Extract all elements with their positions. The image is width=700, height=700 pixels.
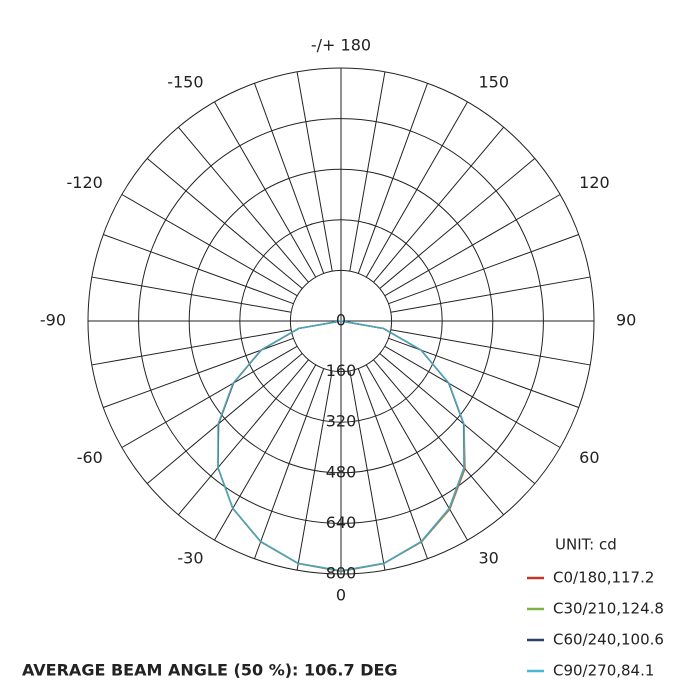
series-group — [217, 320, 466, 573]
spoke — [357, 83, 429, 274]
theta-tick-label: -60 — [77, 448, 103, 467]
theta-tick-label: 60 — [579, 448, 599, 467]
spoke — [214, 364, 317, 541]
spoke — [214, 101, 317, 278]
theta-tick-label: -/+ 180 — [311, 36, 371, 55]
spoke — [177, 359, 309, 516]
spoke — [296, 71, 333, 272]
spoke — [384, 194, 561, 297]
theta-tick-label: -120 — [67, 173, 103, 192]
legend-label: C60/240,100.6 — [553, 631, 664, 649]
series-line — [217, 320, 465, 572]
r-tick-label: 480 — [326, 462, 357, 481]
spoke — [384, 345, 561, 448]
theta-tick-label: -30 — [177, 549, 203, 568]
spoke — [388, 233, 579, 305]
spoke — [103, 233, 294, 305]
r-tick-label: 0 — [336, 311, 346, 330]
spoke — [373, 359, 505, 516]
r-tick-label: 320 — [326, 412, 357, 431]
spoke — [91, 329, 292, 366]
spoke — [373, 126, 505, 283]
spoke — [379, 353, 536, 485]
spoke — [121, 194, 298, 297]
r-tick-label: 640 — [326, 513, 357, 532]
spoke — [177, 126, 309, 283]
theta-tick-label: 90 — [616, 311, 636, 330]
theta-tick-label: 30 — [479, 549, 499, 568]
legend-label: C90/270,84.1 — [553, 662, 654, 680]
spoke — [365, 101, 468, 278]
legend-label: C0/180,117.2 — [553, 569, 654, 587]
spoke — [146, 157, 303, 289]
unit-label: UNIT: cd — [555, 536, 617, 554]
labels: C0/180,117.2 C30/210,124.8 C60/240,100.6 C9… — [40, 36, 664, 680]
spoke — [390, 276, 591, 313]
spoke — [388, 337, 579, 409]
theta-tick-label: -90 — [40, 311, 66, 330]
spoke — [379, 157, 536, 289]
spoke — [357, 368, 429, 559]
beam-angle-note: AVERAGE BEAM ANGLE (50 %): 106.7 DEG — [22, 661, 398, 680]
r-tick-label: 800 — [326, 564, 357, 583]
theta-tick-label: 120 — [579, 173, 610, 192]
theta-tick-label: 0 — [336, 586, 346, 605]
spoke — [349, 71, 386, 272]
theta-tick-label: -150 — [167, 72, 203, 91]
r-tick-label: 160 — [326, 361, 357, 380]
spoke — [146, 353, 303, 485]
spoke — [253, 368, 325, 559]
spoke — [365, 364, 468, 541]
theta-tick-label: 150 — [479, 72, 510, 91]
legend-label: C30/210,124.8 — [553, 600, 664, 618]
spoke — [349, 370, 386, 571]
spoke — [253, 83, 325, 274]
spoke — [121, 345, 298, 448]
polar-grid — [87, 67, 595, 575]
spoke — [390, 329, 591, 366]
spoke — [91, 276, 292, 313]
spoke — [296, 370, 333, 571]
